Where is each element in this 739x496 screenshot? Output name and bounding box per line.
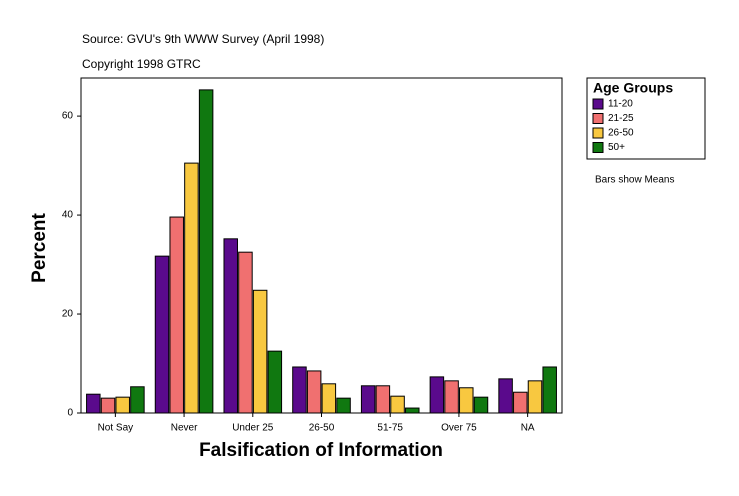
y-axis-title: Percent [29, 212, 50, 282]
legend-label: 11-20 [608, 99, 633, 110]
bar [527, 380, 543, 414]
bar [473, 396, 489, 414]
bar [513, 391, 528, 414]
legend-label: 26-50 [608, 128, 634, 139]
bar [115, 396, 130, 414]
x-tick-label: NA [521, 423, 535, 434]
bar [405, 407, 420, 414]
bar [390, 395, 405, 414]
bar [130, 386, 145, 414]
legend-box [586, 77, 706, 160]
bar [223, 238, 238, 414]
x-tick-label: Under 25 [232, 423, 274, 434]
bar [267, 350, 283, 414]
y-tick-label: 60 [62, 111, 74, 122]
bar [542, 366, 557, 414]
x-tick-label: Not Say [98, 423, 134, 434]
y-tick-label: 20 [62, 309, 74, 320]
bar [238, 251, 253, 414]
plot-area [80, 77, 563, 414]
bar [100, 397, 116, 414]
bar [321, 383, 337, 414]
bar [86, 393, 101, 414]
legend-title: Age Groups [593, 80, 673, 96]
bar [306, 370, 322, 414]
bar [252, 289, 268, 414]
bar [336, 397, 351, 414]
legend-swatch [592, 113, 604, 124]
bar [498, 378, 513, 414]
bar [360, 385, 376, 414]
x-tick-label: 26-50 [309, 423, 335, 434]
bar [184, 162, 199, 414]
bar [444, 380, 459, 414]
legend-swatch [592, 142, 604, 153]
legend-swatch [592, 98, 604, 110]
x-tick-label: 51-75 [377, 423, 403, 434]
legend-label: 21-25 [608, 113, 634, 124]
copyright-text: Copyright 1998 GTRC [82, 57, 201, 71]
y-tick-label: 40 [62, 210, 74, 221]
source-text: Source: GVU's 9th WWW Survey (April 1998… [82, 32, 324, 46]
bar [292, 366, 307, 414]
legend-label: 50+ [608, 142, 625, 153]
legend-swatch [592, 127, 604, 139]
bar [429, 376, 445, 414]
y-tick-label: 0 [67, 408, 73, 419]
bar [169, 216, 184, 414]
x-axis-title: Falsification of Information [199, 440, 443, 461]
bar [198, 89, 214, 414]
bar [375, 385, 391, 414]
annotation: Bars show Means [595, 175, 674, 186]
x-tick-label: Never [171, 423, 198, 434]
bar [459, 387, 474, 414]
bar [154, 255, 170, 414]
x-tick-label: Over 75 [441, 423, 477, 434]
